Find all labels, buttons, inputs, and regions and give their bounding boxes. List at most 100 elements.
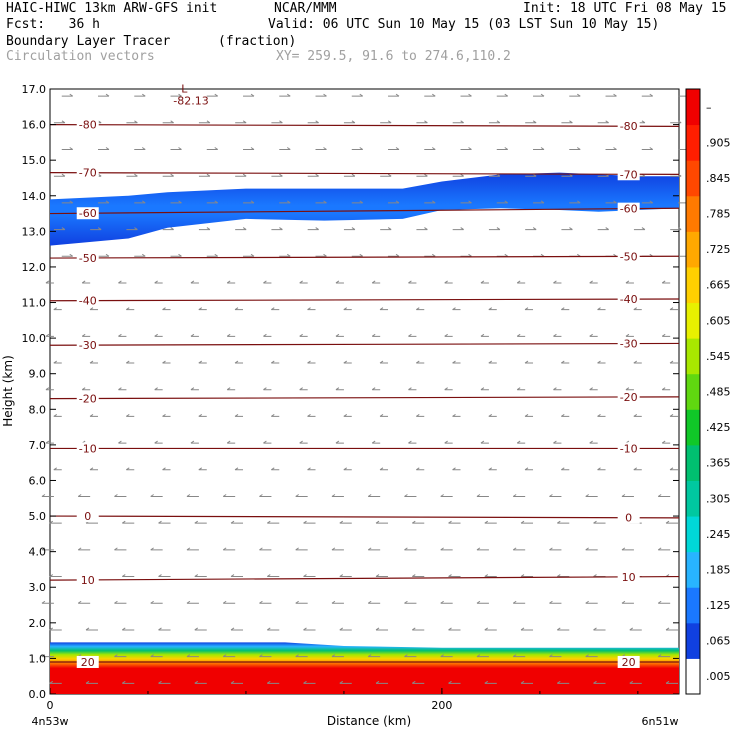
circulation-vectors (41, 93, 690, 684)
vector-arrow (569, 147, 581, 150)
vector-arrow (633, 467, 642, 471)
y-tick-label: 15.0 (22, 154, 47, 167)
vector-arrow (404, 600, 417, 604)
vector-arrow (121, 627, 135, 631)
vector-arrow (162, 173, 174, 177)
vector-arrow (85, 680, 99, 684)
isotherm-label: -80 (79, 119, 97, 132)
colorbar-swatch (686, 302, 700, 339)
isotherm-line (49, 123, 680, 127)
vector-arrow (367, 494, 381, 497)
vector-arrow (235, 120, 247, 124)
vector-arrow (488, 227, 501, 231)
isotherm-label: -40 (620, 293, 638, 306)
vector-arrow (230, 520, 244, 524)
vector-arrow (569, 93, 581, 97)
vector-arrow (126, 227, 138, 231)
vector-arrow (118, 280, 127, 284)
vector-arrow (315, 93, 327, 97)
vector-arrow (404, 654, 417, 658)
colorbar-label: .725 (706, 243, 731, 256)
colorbar-swatch (686, 231, 700, 268)
vector-arrow (416, 227, 428, 231)
vector-arrow (460, 147, 472, 150)
isotherm-label-bg (617, 442, 640, 455)
colorbar-label: .365 (706, 457, 731, 470)
vector-arrow (234, 360, 244, 364)
vector-arrow (371, 387, 381, 391)
vector-arrow (512, 600, 526, 604)
vector-arrow (295, 547, 308, 551)
vector-arrow (480, 333, 489, 337)
vector-arrow (134, 253, 146, 257)
vector-arrow (77, 600, 91, 604)
vector-arrow (331, 494, 344, 497)
vector-arrow (585, 654, 598, 658)
vector-arrow (81, 333, 91, 337)
vector-arrow (516, 440, 526, 444)
vector-arrow (476, 600, 489, 604)
vector-arrow (589, 440, 598, 444)
colorbar-swatch (686, 658, 700, 695)
colorbar-swatch (686, 587, 700, 624)
vector-arrow (343, 360, 352, 364)
vector-arrow (118, 387, 127, 391)
isotherm-label-bg (617, 168, 640, 181)
vector-arrow (488, 173, 501, 177)
colorbar-label: .785 (706, 208, 731, 221)
isotherm-label: -10 (620, 442, 638, 455)
vector-arrow (669, 360, 679, 364)
colorbar-swatch (686, 266, 700, 304)
vector-arrow (126, 120, 138, 124)
vector-arrow (134, 200, 146, 204)
vector-arrow (476, 547, 489, 551)
vector-arrow (53, 413, 62, 417)
isotherm-label-bg (76, 294, 99, 307)
vector-arrow (657, 547, 671, 551)
tracer-layer-upper (50, 172, 679, 246)
vector-arrow (335, 333, 344, 337)
vector-arrow (669, 413, 679, 417)
vector-arrow (279, 93, 291, 97)
vector-arrow (621, 600, 634, 604)
vector-arrow (512, 494, 526, 497)
vector-arrow (121, 574, 135, 578)
vector-arrow (388, 253, 400, 257)
vector-arrow (125, 467, 135, 471)
isotherm-label-bg (76, 573, 99, 586)
isotherm-label-bg (76, 339, 99, 352)
vector-arrow (605, 93, 617, 97)
vector-arrow (234, 307, 244, 311)
vector-arrow (190, 440, 199, 444)
vector-arrow (81, 280, 91, 284)
isotherm-label: -70 (79, 167, 97, 180)
isotherm-label-bg (76, 207, 99, 220)
vector-arrow (625, 387, 634, 391)
vector-arrow (259, 547, 272, 551)
vector-arrow (339, 627, 352, 631)
vector-arrow (452, 467, 461, 471)
vector-arrow (605, 147, 617, 150)
isotherm-line (49, 172, 680, 176)
vector-arrow (351, 200, 364, 204)
isotherm-label: -70 (620, 168, 638, 181)
vector-arrow (270, 467, 280, 471)
vector-arrow (585, 547, 598, 551)
vector-arrow (266, 520, 280, 524)
vector-arrow (307, 227, 319, 231)
vector-arrow (198, 173, 211, 177)
vector-arrow (343, 173, 356, 177)
vector-arrow (597, 360, 606, 364)
vector-arrow (170, 147, 182, 150)
y-tick-label: 11.0 (22, 297, 47, 310)
vector-arrow (158, 574, 171, 578)
isotherm-label: -30 (79, 339, 97, 352)
isotherm-label-bg (76, 251, 99, 264)
isotherm-label-bg (76, 118, 99, 131)
vector-arrow (170, 93, 182, 97)
vector-arrow (61, 253, 74, 257)
vector-arrow (488, 413, 497, 417)
vector-arrow (525, 227, 537, 231)
vector-arrow (114, 547, 127, 551)
vector-arrow (380, 227, 392, 231)
